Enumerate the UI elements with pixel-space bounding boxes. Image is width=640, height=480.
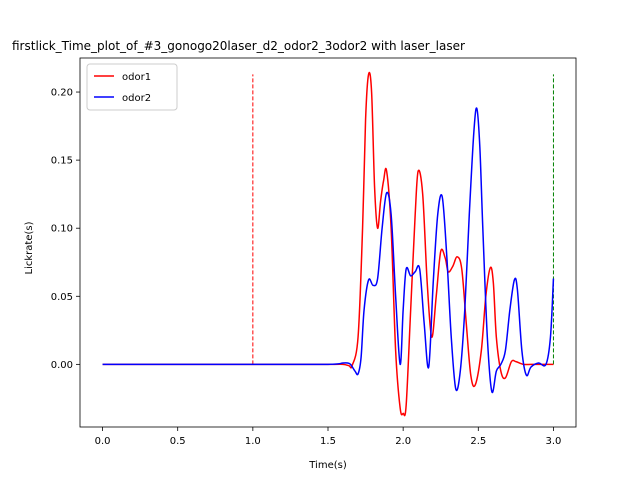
y-tick-label: 0.20 xyxy=(51,88,73,99)
x-tick-label: 1.5 xyxy=(320,436,336,447)
legend-label-odor2: odor2 xyxy=(122,93,151,104)
chart-title: firstlick_Time_plot_of_#3_gonogo20laser_… xyxy=(12,39,465,53)
x-tick-label: 0.5 xyxy=(170,436,186,447)
x-tick-label: 2.0 xyxy=(395,436,411,447)
series-line-odor2 xyxy=(102,107,555,394)
x-axis-label: Time(s) xyxy=(308,460,347,471)
legend-label-odor1: odor1 xyxy=(122,72,151,83)
plot-area: 0.0 0.5 1.0 1.5 2.0 2.5 3.0 0.00 0.05 0.10 0.15 0.2… xyxy=(51,57,577,447)
y-tick-label: 0.05 xyxy=(51,292,73,303)
x-tick-label: 1.0 xyxy=(245,436,261,447)
x-tick-label: 0.0 xyxy=(95,436,111,447)
y-tick-label: 0.10 xyxy=(51,224,73,235)
y-tick-label: 0.15 xyxy=(51,156,73,167)
y-axis-label: Lickrate(s) xyxy=(24,221,35,274)
legend: odor1 odor2 xyxy=(86,63,178,111)
x-tick-label: 2.5 xyxy=(470,436,486,447)
y-tick-label: 0.00 xyxy=(51,360,73,371)
series-line-odor1 xyxy=(102,71,554,417)
x-tick-label: 3.0 xyxy=(546,436,562,447)
